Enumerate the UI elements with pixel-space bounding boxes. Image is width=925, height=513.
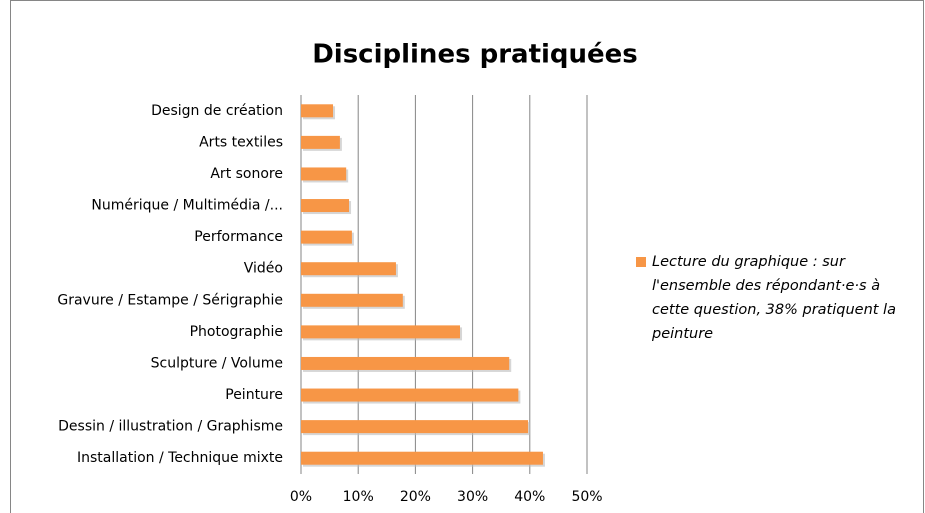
- legend-swatch: [636, 257, 646, 267]
- x-tick-label: 0%: [290, 489, 312, 505]
- y-tick-label: Arts textiles: [199, 134, 283, 150]
- bar: [301, 199, 350, 213]
- y-tick-label: Sculpture / Volume: [151, 355, 283, 371]
- bar: [301, 293, 403, 307]
- y-tick-label: Design de création: [151, 103, 283, 119]
- bar: [301, 420, 529, 434]
- x-tick-label: 50%: [571, 489, 602, 505]
- bar: [301, 230, 352, 244]
- x-tick-label: 20%: [400, 489, 431, 505]
- y-tick-label: Art sonore: [210, 166, 283, 182]
- y-tick-label: Installation / Technique mixte: [77, 450, 283, 466]
- y-tick-label: Gravure / Estampe / Sérigraphie: [57, 292, 283, 308]
- x-tick-label: 40%: [514, 489, 545, 505]
- bar: [301, 104, 334, 118]
- y-tick-label: Photographie: [190, 324, 283, 340]
- legend-label: Lecture du graphique : sur l'ensemble de…: [652, 254, 896, 342]
- chart-title: Disciplines pratiquées: [312, 40, 638, 70]
- legend: Lecture du graphique : sur l'ensemble de…: [636, 250, 916, 346]
- bar: [301, 262, 396, 276]
- y-tick-label: Vidéo: [244, 261, 283, 277]
- y-tick-label: Numérique / Multimédia /...: [91, 198, 283, 214]
- y-tick-label: Peinture: [225, 387, 283, 403]
- bar: [301, 388, 519, 402]
- x-tick-label: 30%: [457, 489, 488, 505]
- bar: [301, 325, 461, 339]
- x-tick-label: 10%: [343, 489, 374, 505]
- y-tick-label: Dessin / illustration / Graphisme: [58, 419, 283, 435]
- bar: [301, 451, 543, 465]
- bar: [301, 356, 510, 370]
- bar: [301, 167, 347, 181]
- bar: [301, 135, 340, 149]
- y-tick-label: Performance: [194, 229, 283, 245]
